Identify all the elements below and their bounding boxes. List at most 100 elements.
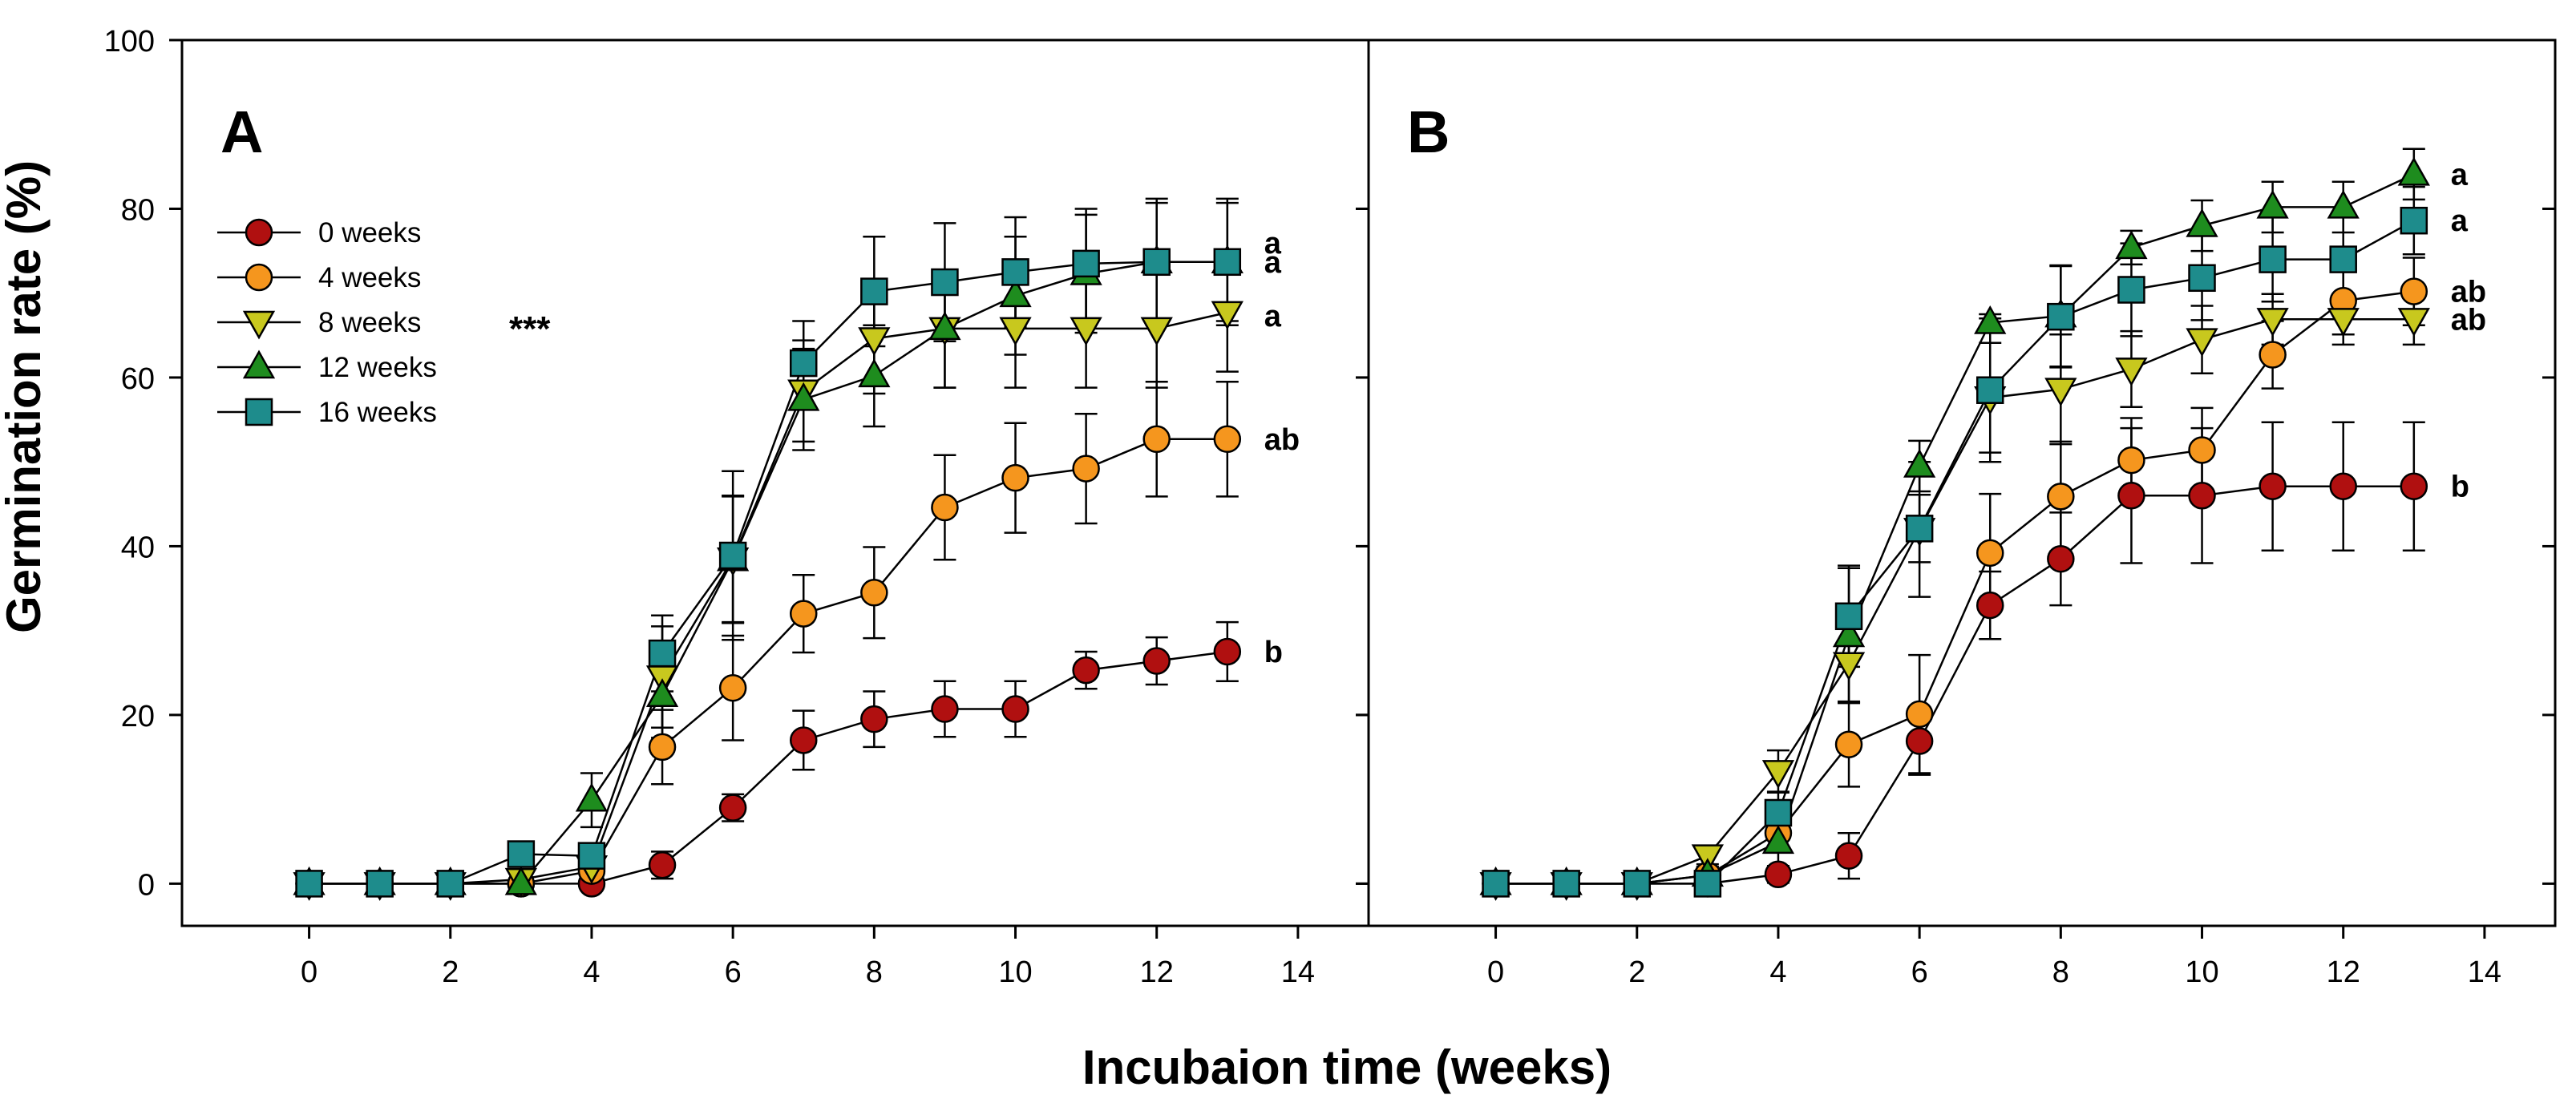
data-point-16-weeks — [2259, 245, 2287, 273]
data-point-16-weeks — [577, 842, 606, 870]
data-point-4-weeks — [2188, 436, 2216, 464]
significance-letter: a — [1264, 246, 1282, 280]
data-point-4-weeks — [860, 579, 888, 607]
plot-frame — [1367, 38, 2557, 927]
data-point-0-weeks — [1764, 860, 1793, 889]
legend-marker — [245, 263, 273, 292]
data-point-12-weeks — [2115, 230, 2148, 260]
data-point-4-weeks — [1834, 730, 1863, 758]
data-point-4-weeks — [931, 493, 959, 522]
data-point-0-weeks — [1142, 647, 1171, 675]
data-point-12-weeks — [787, 382, 820, 411]
data-point-16-weeks — [1072, 249, 1100, 278]
data-point-16-weeks — [860, 277, 888, 305]
data-point-8-weeks — [2327, 308, 2360, 337]
data-point-0-weeks — [2117, 482, 2145, 510]
legend-label: 4 weeks — [318, 262, 421, 293]
x-tick-label: 0 — [301, 955, 317, 989]
data-point-16-weeks — [1905, 515, 1934, 543]
x-tick-label: 6 — [725, 955, 742, 989]
x-tick-label: 2 — [442, 955, 459, 989]
data-point-16-weeks — [931, 268, 959, 297]
data-point-8-weeks — [1140, 317, 1173, 346]
data-point-12-weeks — [928, 311, 961, 341]
panel-letter: B — [1407, 99, 1450, 165]
data-point-16-weeks — [2400, 206, 2428, 235]
data-point-16-weeks — [1142, 248, 1171, 277]
data-point-12-weeks — [504, 866, 537, 895]
data-point-12-weeks — [2327, 189, 2360, 219]
data-point-8-weeks — [1832, 652, 1866, 681]
data-point-8-weeks — [1761, 760, 1795, 789]
data-point-12-weeks — [645, 678, 679, 707]
x-tick-label: 0 — [1487, 955, 1504, 989]
data-point-12-weeks — [1903, 448, 1936, 478]
x-tick-label: 14 — [1281, 955, 1315, 989]
y-tick-label: 20 — [121, 700, 155, 733]
data-point-0-weeks — [931, 695, 959, 723]
data-point-0-weeks — [1905, 727, 1934, 755]
data-point-12-weeks — [858, 358, 891, 388]
legend-label: 16 weeks — [318, 397, 437, 428]
data-point-4-weeks — [2259, 341, 2287, 369]
data-point-16-weeks — [366, 870, 394, 898]
x-tick-label: 2 — [1628, 955, 1645, 989]
data-point-4-weeks — [1072, 455, 1100, 483]
significance-letter: a — [1264, 227, 1282, 261]
data-point-12-weeks — [999, 278, 1032, 308]
data-point-4-weeks — [2400, 277, 2428, 305]
y-tick-label: 60 — [121, 362, 155, 396]
data-point-4-weeks — [2117, 446, 2145, 475]
data-point-0-weeks — [648, 850, 677, 879]
legend-marker — [245, 218, 273, 247]
y-axis-title: Germination rate (%) — [0, 160, 51, 633]
legend-marker — [242, 349, 276, 379]
data-point-4-weeks — [1001, 463, 1029, 492]
data-point-4-weeks — [1213, 425, 1242, 454]
data-point-8-weeks — [858, 327, 891, 357]
data-point-12-weeks — [1761, 825, 1795, 854]
data-point-0-weeks — [1072, 656, 1100, 685]
significance-letter: b — [1264, 636, 1283, 669]
data-point-0-weeks — [2259, 472, 2287, 500]
x-tick-label: 4 — [1769, 955, 1786, 989]
data-point-0-weeks — [718, 794, 747, 822]
legend-marker — [245, 398, 273, 426]
data-point-16-weeks — [295, 870, 323, 898]
data-point-0-weeks — [2329, 472, 2357, 500]
y-tick-label: 100 — [104, 25, 155, 59]
x-tick-label: 14 — [2468, 955, 2501, 989]
data-point-16-weeks — [2329, 245, 2357, 273]
legend-label: 8 weeks — [318, 307, 421, 338]
data-point-4-weeks — [718, 673, 747, 702]
legend-marker — [242, 310, 276, 340]
data-point-16-weeks — [1975, 376, 2004, 404]
data-point-8-weeks — [2044, 378, 2077, 407]
data-point-16-weeks — [1482, 870, 1510, 898]
x-tick-label: 12 — [1140, 955, 1174, 989]
data-point-4-weeks — [789, 600, 818, 628]
data-point-8-weeks — [2256, 308, 2289, 337]
data-point-0-weeks — [2400, 472, 2428, 500]
data-point-8-weeks — [2397, 308, 2430, 337]
data-point-16-weeks — [2117, 276, 2145, 304]
y-tick-label: 0 — [138, 868, 155, 902]
legend: 0 weeks 4 weeks 8 weeks 12 weeks 16 weeks — [217, 217, 437, 428]
significance-letter: ab — [2451, 303, 2486, 337]
data-point-16-weeks — [436, 870, 465, 898]
significance-letter: b — [2451, 471, 2469, 504]
data-point-16-weeks — [1834, 602, 1863, 631]
data-point-8-weeks — [2115, 358, 2148, 386]
x-tick-label: 6 — [1911, 955, 1928, 989]
x-tick-label: 10 — [2185, 955, 2218, 989]
data-point-0-weeks — [1975, 591, 2004, 620]
data-point-4-weeks — [1142, 425, 1171, 454]
data-point-16-weeks — [507, 840, 536, 868]
panel-letter: A — [220, 99, 263, 165]
data-point-12-weeks — [1974, 305, 2007, 334]
